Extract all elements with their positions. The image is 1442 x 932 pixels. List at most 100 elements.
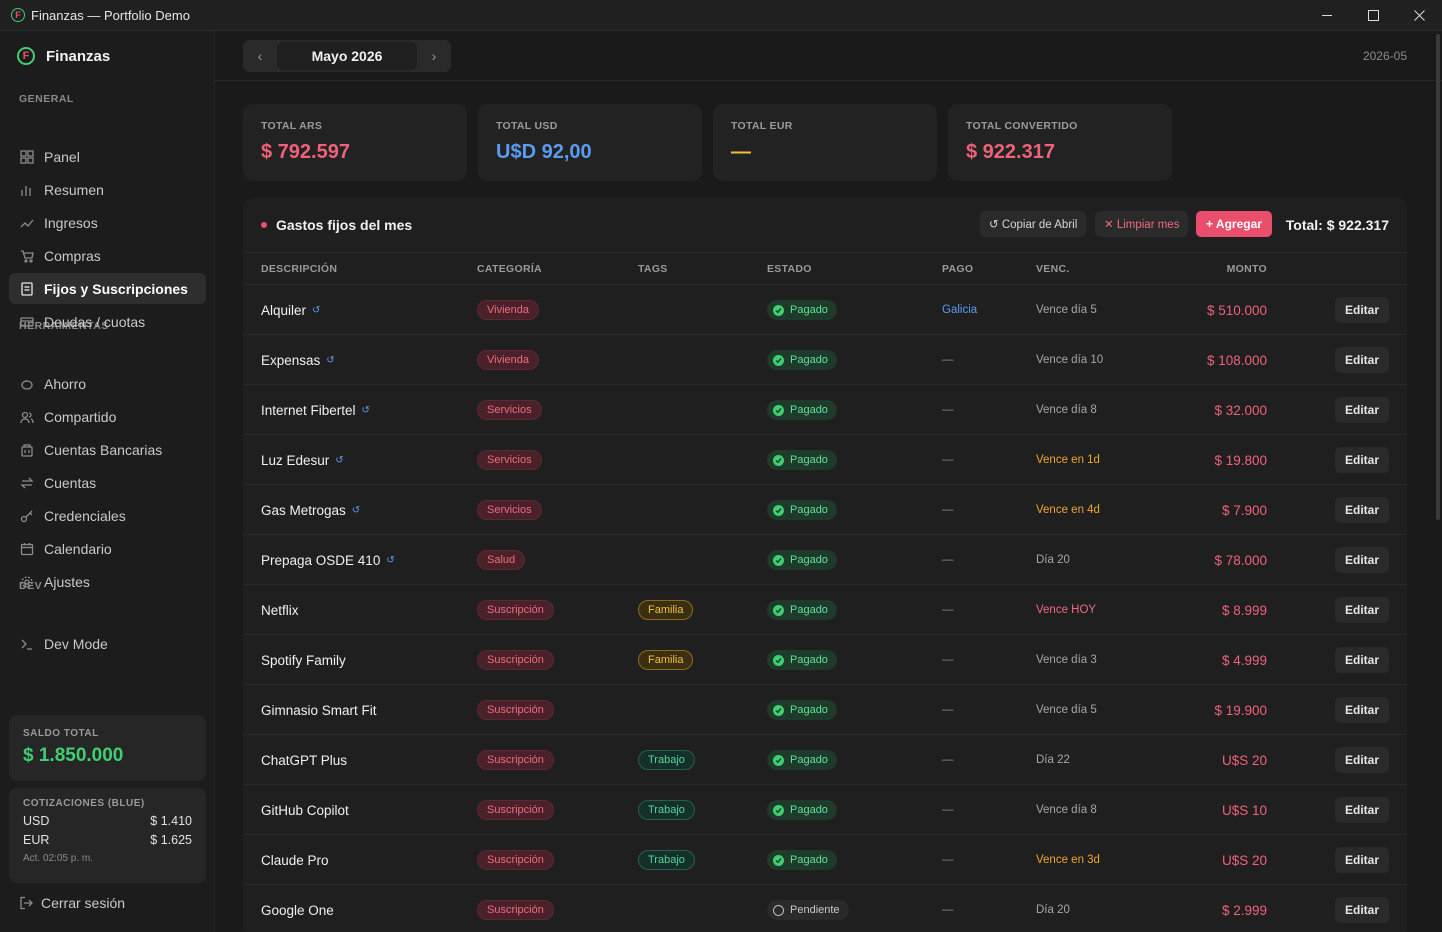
row-status: Pagado (767, 385, 837, 435)
sidebar-item-resumen[interactable]: Resumen (9, 174, 206, 205)
status-badge[interactable]: Pagado (767, 600, 837, 620)
table-row[interactable]: Netflix Suscripción Familia Pagado — Vence HO… (243, 585, 1407, 635)
col-pago[interactable]: PAGO (942, 263, 974, 275)
table-row[interactable]: Spotify Family Suscripción Familia Pagado — V… (243, 635, 1407, 685)
status-badge[interactable]: Pagado (767, 800, 837, 820)
status-badge[interactable]: Pagado (767, 500, 837, 520)
status-badge[interactable]: Pagado (767, 300, 837, 320)
row-description: Alquiler ↺ (261, 285, 320, 335)
edit-button[interactable]: Editar (1335, 747, 1389, 773)
sidebar-item-dev-mode[interactable]: Dev Mode (9, 628, 206, 659)
tag-pill[interactable]: Familia (638, 600, 694, 620)
row-due: Vence día 10 (1036, 354, 1104, 366)
edit-button[interactable]: Editar (1335, 347, 1389, 373)
table-row[interactable]: Luz Edesur ↺ Servicios Pagado — Vence en 1d $ … (243, 435, 1407, 485)
check-icon (773, 304, 784, 316)
sidebar-item-ajustes[interactable]: Ajustes (9, 566, 206, 597)
edit-button[interactable]: Editar (1335, 447, 1389, 473)
sidebar-item-compras[interactable]: Compras (9, 240, 206, 271)
grid-icon (20, 149, 34, 164)
copy-from-previous-button[interactable]: ↺ Copiar de Abril (980, 211, 1087, 237)
edit-button[interactable]: Editar (1335, 297, 1389, 323)
sidebar-item-ahorro[interactable]: Ahorro (9, 368, 206, 399)
close-button[interactable] (1396, 0, 1442, 31)
edit-button[interactable]: Editar (1335, 847, 1389, 873)
row-status: Pagado (767, 585, 837, 635)
scrollbar[interactable] (1436, 34, 1440, 520)
row-payment-method: — (942, 354, 954, 366)
sidebar-item-calendario[interactable]: Calendario (9, 533, 206, 564)
edit-button[interactable]: Editar (1335, 597, 1389, 623)
bar-chart-icon (20, 183, 34, 197)
col-monto[interactable]: MONTO (1226, 263, 1267, 275)
sidebar-item-credenciales[interactable]: Credenciales (9, 500, 206, 531)
status-badge[interactable]: Pagado (767, 750, 837, 770)
status-badge[interactable]: Pagado (767, 700, 837, 720)
status-badge[interactable]: Pendiente (767, 900, 849, 920)
tag-pill[interactable]: Trabajo (638, 750, 695, 770)
document-icon (20, 281, 34, 296)
sidebar-item-deudas-cuotas[interactable]: Deudas / cuotas (9, 306, 206, 337)
row-status: Pagado (767, 735, 837, 785)
users-icon (20, 410, 34, 424)
edit-button[interactable]: Editar (1335, 897, 1389, 923)
row-payment-method[interactable]: Galicia (942, 304, 978, 316)
current-month[interactable]: Mayo 2026 (277, 42, 417, 70)
col-tags[interactable]: TAGS (638, 263, 668, 275)
row-description: ChatGPT Plus (261, 735, 347, 785)
status-badge[interactable]: Pagado (767, 550, 837, 570)
edit-button[interactable]: Editar (1335, 647, 1389, 673)
maximize-button[interactable] (1350, 0, 1396, 31)
table-row[interactable]: Gimnasio Smart Fit Suscripción Pagado — Venc… (243, 685, 1407, 735)
table-row[interactable]: Gas Metrogas ↺ Servicios Pagado — Vence en 4d… (243, 485, 1407, 535)
col-estado[interactable]: ESTADO (767, 263, 812, 275)
col-categoria[interactable]: CATEGORÍA (477, 263, 542, 275)
sidebar-item-cuentas-bancarias[interactable]: Cuentas Bancarias (9, 434, 206, 465)
col-descripcion[interactable]: DESCRIPCIÓN (261, 263, 338, 275)
edit-button[interactable]: Editar (1335, 547, 1389, 573)
status-badge[interactable]: Pagado (767, 350, 837, 370)
row-payment-method: — (942, 904, 954, 916)
edit-button[interactable]: Editar (1335, 497, 1389, 523)
status-badge[interactable]: Pagado (767, 450, 837, 470)
tag-pill[interactable]: Trabajo (638, 800, 695, 820)
category-pill: Vivienda (477, 300, 539, 320)
table-row[interactable]: Alquiler ↺ Vivienda Pagado Galicia Vence día … (243, 285, 1407, 335)
status-badge[interactable]: Pagado (767, 400, 837, 420)
status-badge[interactable]: Pagado (767, 850, 837, 870)
logout-icon (20, 896, 33, 910)
clear-month-button[interactable]: ✕ Limpiar mes (1095, 211, 1189, 237)
sidebar-item-ingresos[interactable]: Ingresos (9, 207, 206, 238)
table-row[interactable]: ChatGPT Plus Suscripción Trabajo Pagado — Día… (243, 735, 1407, 785)
prev-month-button[interactable]: ‹ (257, 48, 263, 64)
sidebar-item-panel[interactable]: Panel (9, 141, 206, 172)
category-pill: Servicios (477, 500, 542, 520)
table-row[interactable]: Google One Suscripción Pendiente — Día 20 $ 2… (243, 885, 1407, 932)
table-row[interactable]: Prepaga OSDE 410 ↺ Salud Pagado — Día 20 $ 78.… (243, 535, 1407, 585)
table-row[interactable]: Claude Pro Suscripción Trabajo Pagado — Vence… (243, 835, 1407, 885)
brand[interactable]: F Finanzas (17, 47, 110, 65)
month-navigator: ‹ Mayo 2026 › (243, 40, 451, 72)
table-row[interactable]: GitHub Copilot Suscripción Trabajo Pagado — V… (243, 785, 1407, 835)
check-icon (773, 554, 784, 566)
sidebar-item-fijos-y-suscripciones[interactable]: Fijos y Suscripciones (9, 273, 206, 304)
table-row[interactable]: Expensas ↺ Vivienda Pagado — Vence día 10 $ 10… (243, 335, 1407, 385)
edit-button[interactable]: Editar (1335, 797, 1389, 823)
table-row[interactable]: Internet Fibertel ↺ Servicios Pagado — Vence … (243, 385, 1407, 435)
sidebar-item-cuentas[interactable]: Cuentas (9, 467, 206, 498)
logout-button[interactable]: Cerrar sesión (19, 895, 125, 911)
col-venc[interactable]: VENC. (1036, 263, 1070, 275)
edit-button[interactable]: Editar (1335, 397, 1389, 423)
description-text: Spotify Family (261, 652, 346, 668)
minimize-button[interactable] (1304, 0, 1350, 31)
description-text: Prepaga OSDE 410 (261, 552, 381, 568)
status-badge[interactable]: Pagado (767, 650, 837, 670)
next-month-button[interactable]: › (431, 48, 437, 64)
tag-pill[interactable]: Familia (638, 650, 694, 670)
category-pill: Suscripción (477, 750, 554, 770)
status-text: Pagado (790, 604, 828, 616)
tag-pill[interactable]: Trabajo (638, 850, 695, 870)
edit-button[interactable]: Editar (1335, 697, 1389, 723)
add-button[interactable]: + Agregar (1196, 211, 1272, 237)
sidebar-item-compartido[interactable]: Compartido (9, 401, 206, 432)
